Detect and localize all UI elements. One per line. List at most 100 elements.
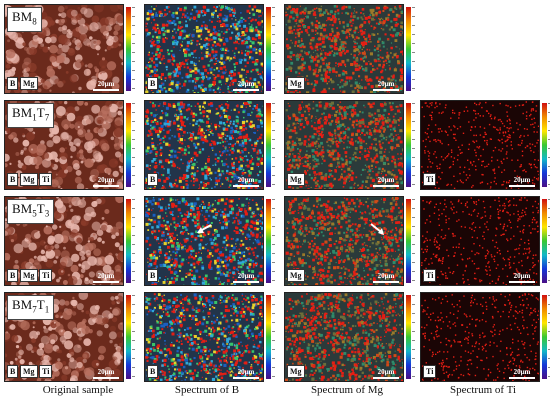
map-panel-b-row1 — [144, 4, 264, 94]
map-panel-b-row3 — [144, 196, 264, 286]
element-tag-b: B — [147, 77, 159, 90]
element-tag-mg: Mg — [20, 173, 38, 186]
scale-bar-label: 20μm — [237, 80, 255, 88]
color-scale-bar — [266, 199, 271, 283]
color-scale-bar — [126, 103, 131, 187]
scale-bar-line — [373, 89, 399, 91]
sample-label-row3: BM5T3 — [7, 199, 55, 224]
color-scale-ticks — [272, 7, 275, 91]
color-scale-ticks — [548, 295, 550, 379]
scale-bar-line — [233, 377, 259, 379]
scale-bar-label: 20μm — [97, 368, 115, 376]
color-scale-bar — [266, 103, 271, 187]
scale-bar-line — [509, 281, 535, 283]
scale-bar: 20μm — [233, 272, 259, 283]
sample-label-text: BM — [12, 201, 33, 216]
scale-bar: 20μm — [373, 368, 399, 379]
color-scale-ticks — [272, 295, 275, 379]
color-scale-ticks — [132, 7, 135, 91]
color-scale-bar — [266, 295, 271, 379]
color-scale-ticks — [132, 103, 135, 187]
color-scale-ticks — [412, 199, 415, 283]
sample-label-text-ti: T — [36, 105, 45, 120]
color-scale-ticks — [412, 103, 415, 187]
color-scale-bar — [406, 7, 411, 91]
scale-bar-label: 20μm — [513, 368, 531, 376]
scale-bar-line — [233, 281, 259, 283]
caption-spectrum-ti: Spectrum of Ti — [449, 384, 516, 396]
color-scale-ticks — [132, 295, 135, 379]
map-panel-ti-row3 — [420, 196, 540, 286]
scale-bar-label: 20μm — [513, 176, 531, 184]
caption-spectrum-b: Spectrum of B — [174, 384, 240, 396]
scale-bar: 20μm — [509, 272, 535, 283]
sample-label-subscript: 5 — [32, 208, 37, 219]
element-tag-mg: Mg — [287, 269, 305, 282]
scale-bar: 20μm — [93, 80, 119, 91]
element-tag-b: B — [147, 365, 159, 378]
color-scale-ticks — [548, 199, 550, 283]
scale-bar: 20μm — [233, 368, 259, 379]
scale-bar-label: 20μm — [237, 368, 255, 376]
map-panel-b-row2 — [144, 100, 264, 190]
element-tag-mg: Mg — [287, 77, 305, 90]
scale-bar: 20μm — [373, 80, 399, 91]
color-scale-bar — [542, 103, 547, 187]
element-tag-b: B — [147, 173, 159, 186]
map-panel-ti-row2 — [420, 100, 540, 190]
scale-bar: 20μm — [93, 176, 119, 187]
scale-bar-line — [93, 185, 119, 187]
sample-label-subscript-ti: 1 — [44, 304, 50, 315]
sample-label-row2: BM1T7 — [7, 103, 55, 128]
color-scale-ticks — [548, 103, 550, 187]
element-tag-mg: Mg — [20, 365, 38, 378]
scale-bar: 20μm — [373, 176, 399, 187]
color-scale-ticks — [272, 103, 275, 187]
element-tag-mg: Mg — [20, 77, 38, 90]
element-tag-b: B — [7, 77, 19, 90]
element-tag-ti: Ti — [423, 269, 437, 282]
color-scale-ticks — [412, 295, 415, 379]
scale-bar-label: 20μm — [97, 80, 115, 88]
element-tag-ti: Ti — [423, 173, 437, 186]
scale-bar-line — [509, 185, 535, 187]
scale-bar-label: 20μm — [513, 272, 531, 280]
color-scale-ticks — [272, 199, 275, 283]
scale-bar: 20μm — [233, 80, 259, 91]
color-scale-bar — [406, 103, 411, 187]
scale-bar: 20μm — [373, 272, 399, 283]
sample-label-subscript: 8 — [32, 16, 37, 27]
sample-label-text: BM — [12, 9, 33, 24]
color-scale-bar — [542, 199, 547, 283]
sample-label-subscript: 1 — [32, 112, 37, 123]
arrow-indicator — [370, 223, 384, 235]
scale-bar: 20μm — [509, 176, 535, 187]
scale-bar-label: 20μm — [377, 368, 395, 376]
sample-label-row4: BM7T1 — [7, 295, 55, 320]
caption-original-sample: Original sample — [42, 384, 114, 396]
map-panel-mg-row3 — [284, 196, 404, 286]
element-tag-mg: Mg — [20, 269, 38, 282]
color-scale-ticks — [132, 199, 135, 283]
scale-bar-label: 20μm — [377, 176, 395, 184]
sample-label-text-ti: T — [36, 297, 45, 312]
scale-bar-line — [373, 377, 399, 379]
scale-bar-line — [233, 185, 259, 187]
element-tag-ti: Ti — [39, 173, 53, 186]
scale-bar-line — [373, 281, 399, 283]
sample-label-text: BM — [12, 105, 33, 120]
color-scale-ticks — [412, 7, 415, 91]
element-tag-b: B — [7, 173, 19, 186]
map-panel-mg-row1 — [284, 4, 404, 94]
sample-label-text: BM — [12, 297, 33, 312]
element-tag-b: B — [147, 269, 159, 282]
scale-bar-label: 20μm — [377, 80, 395, 88]
scale-bar: 20μm — [93, 368, 119, 379]
scale-bar-line — [373, 185, 399, 187]
sample-label-row1: BM8 — [7, 7, 42, 32]
scale-bar-label: 20μm — [97, 272, 115, 280]
scale-bar-label: 20μm — [237, 272, 255, 280]
scale-bar: 20μm — [509, 368, 535, 379]
element-tag-b: B — [7, 269, 19, 282]
scale-bar: 20μm — [233, 176, 259, 187]
